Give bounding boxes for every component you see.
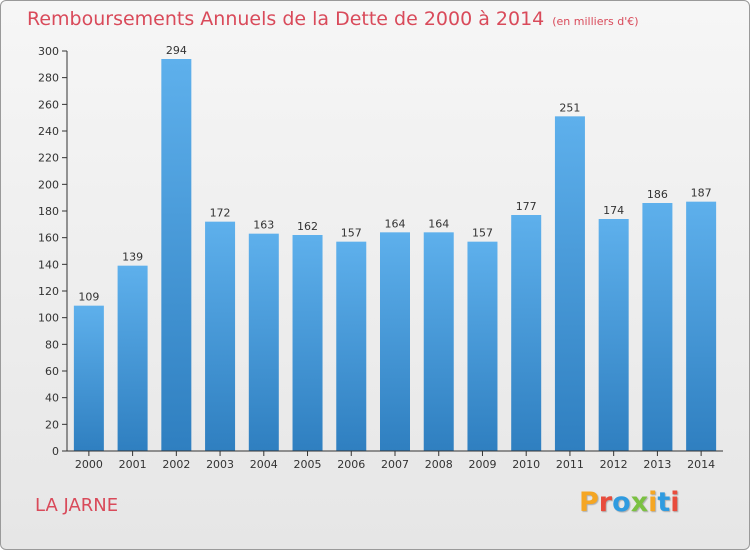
logo-letter: t bbox=[657, 487, 671, 518]
chart-title-text: Remboursements Annuels de la Dette de 20… bbox=[27, 8, 545, 30]
logo-letter: r bbox=[598, 487, 613, 518]
bar bbox=[598, 219, 629, 451]
x-tick-label: 2010 bbox=[512, 458, 540, 471]
logo-letter: x bbox=[630, 487, 649, 518]
y-tick-label: 60 bbox=[45, 365, 59, 378]
bar bbox=[380, 232, 410, 451]
x-tick-label: 2000 bbox=[75, 458, 103, 471]
x-tick-label: 2014 bbox=[687, 458, 715, 471]
bar-value-label: 174 bbox=[603, 204, 624, 217]
x-tick-label: 2003 bbox=[206, 458, 234, 471]
bar-value-label: 157 bbox=[472, 227, 493, 240]
bar-value-label: 172 bbox=[210, 207, 231, 220]
bar-value-label: 139 bbox=[122, 251, 143, 264]
bar bbox=[73, 305, 104, 451]
bar bbox=[161, 59, 192, 451]
bar bbox=[642, 203, 673, 451]
bar bbox=[205, 221, 236, 451]
bar-value-label: 251 bbox=[559, 101, 580, 114]
y-tick-label: 0 bbox=[52, 445, 59, 458]
logo-letter: o bbox=[612, 487, 631, 518]
logo-letter: i bbox=[670, 487, 680, 518]
y-tick-label: 100 bbox=[38, 312, 59, 325]
bar-value-label: 163 bbox=[253, 219, 274, 232]
logo-letter: P bbox=[579, 487, 599, 518]
x-tick-label: 2006 bbox=[337, 458, 365, 471]
bar bbox=[336, 241, 367, 451]
x-tick-label: 2004 bbox=[250, 458, 278, 471]
x-tick-label: 2011 bbox=[556, 458, 584, 471]
chart-unit-label: (en milliers d'€) bbox=[552, 15, 639, 28]
y-tick-label: 300 bbox=[38, 45, 59, 58]
x-tick-label: 2009 bbox=[468, 458, 496, 471]
y-tick-label: 200 bbox=[38, 178, 59, 191]
bar-value-label: 162 bbox=[297, 220, 318, 233]
bar bbox=[554, 116, 585, 451]
bar-value-label: 164 bbox=[428, 217, 449, 230]
y-tick-label: 40 bbox=[45, 392, 59, 405]
logo-letter: i bbox=[648, 487, 658, 518]
bar bbox=[117, 265, 148, 451]
bar bbox=[511, 215, 542, 451]
y-tick-label: 260 bbox=[38, 98, 59, 111]
x-tick-label: 2008 bbox=[425, 458, 453, 471]
y-tick-label: 140 bbox=[38, 258, 59, 271]
x-tick-label: 2001 bbox=[119, 458, 147, 471]
bar-value-label: 164 bbox=[385, 217, 406, 230]
x-tick-label: 2012 bbox=[600, 458, 628, 471]
y-tick-label: 180 bbox=[38, 205, 59, 218]
bar bbox=[248, 233, 279, 451]
bar-value-label: 177 bbox=[516, 200, 537, 213]
y-tick-label: 240 bbox=[38, 125, 59, 138]
y-tick-label: 160 bbox=[38, 232, 59, 245]
bar-value-label: 109 bbox=[78, 291, 99, 304]
proxiti-logo: Proxiti bbox=[579, 487, 680, 518]
bar bbox=[686, 201, 717, 451]
chart-title: Remboursements Annuels de la Dette de 20… bbox=[27, 8, 639, 30]
bar bbox=[423, 232, 454, 451]
x-tick-label: 2002 bbox=[162, 458, 190, 471]
bar bbox=[467, 241, 498, 451]
bar-value-label: 186 bbox=[647, 188, 668, 201]
bar bbox=[292, 235, 323, 451]
bar-value-label: 187 bbox=[691, 187, 712, 200]
x-tick-label: 2007 bbox=[381, 458, 409, 471]
x-tick-label: 2005 bbox=[294, 458, 322, 471]
y-tick-label: 20 bbox=[45, 418, 59, 431]
y-tick-label: 120 bbox=[38, 285, 59, 298]
x-tick-label: 2013 bbox=[643, 458, 671, 471]
bar-value-label: 157 bbox=[341, 227, 362, 240]
y-tick-label: 80 bbox=[45, 338, 59, 351]
commune-name: LA JARNE bbox=[35, 495, 119, 516]
y-tick-label: 280 bbox=[38, 72, 59, 85]
y-tick-label: 220 bbox=[38, 152, 59, 165]
bar-value-label: 294 bbox=[166, 44, 187, 57]
